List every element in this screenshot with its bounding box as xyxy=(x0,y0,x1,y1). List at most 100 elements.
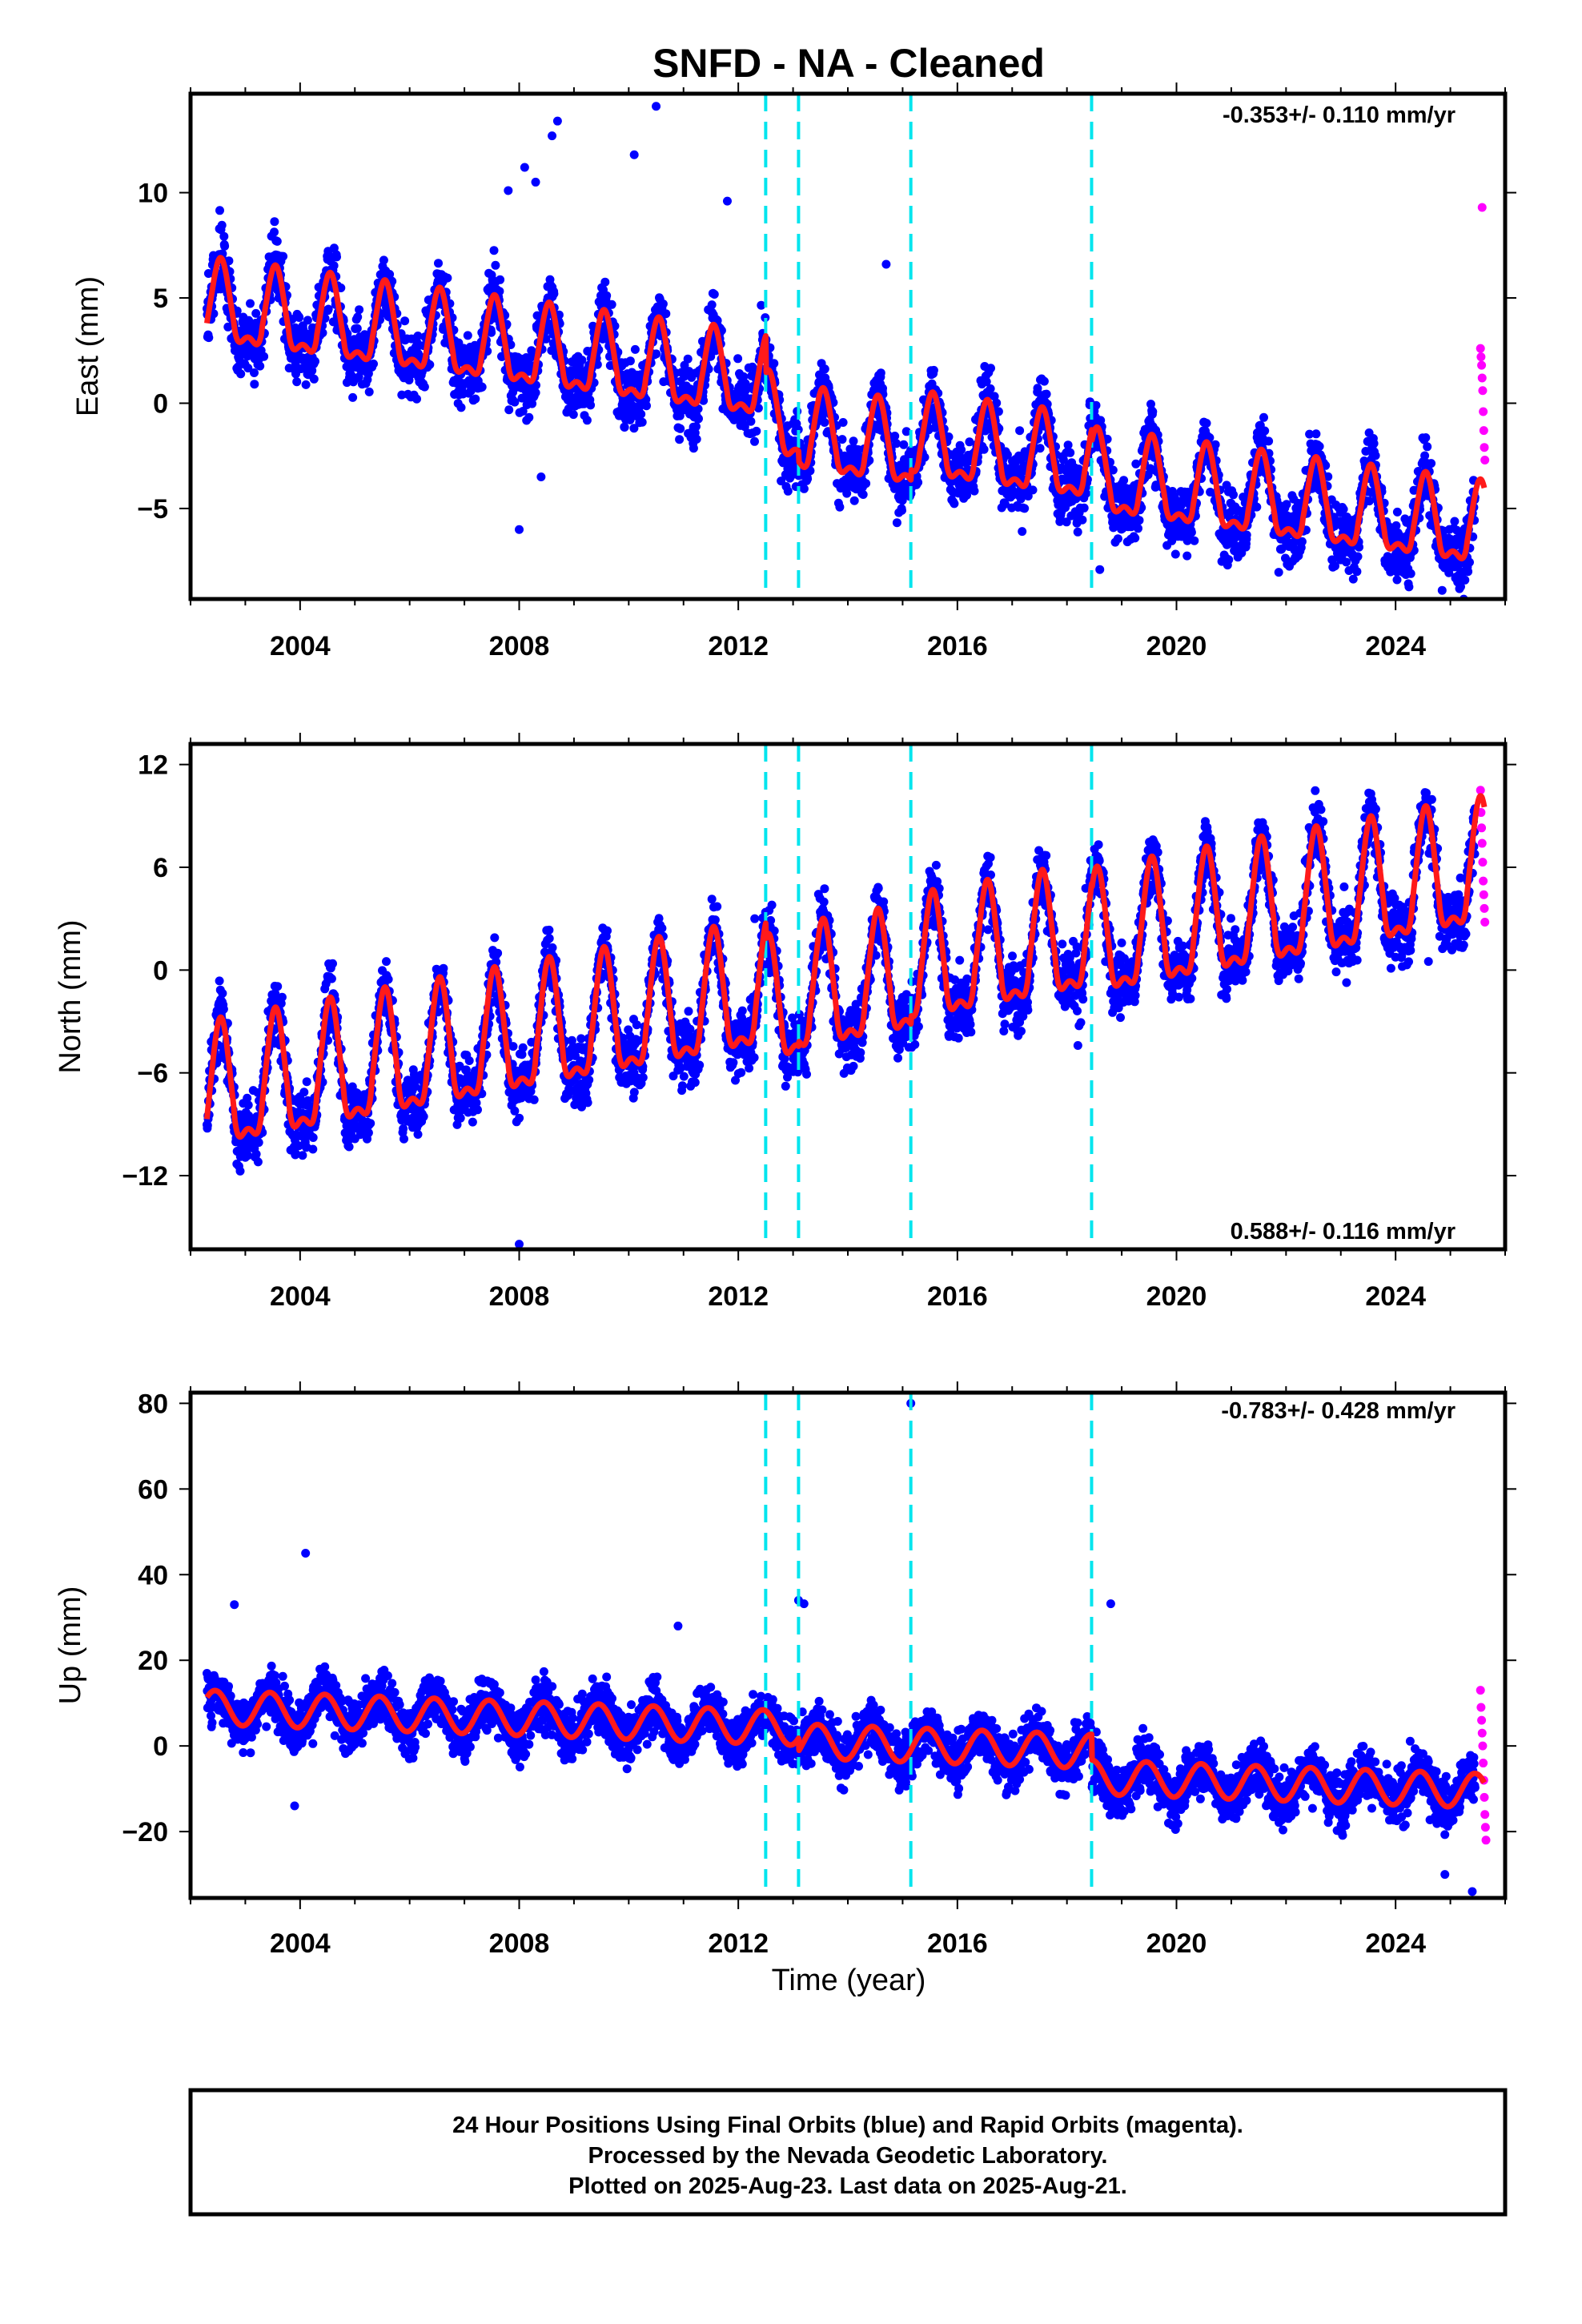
rapid-orbit-points xyxy=(1476,203,1490,464)
final-orbit-point xyxy=(1042,389,1051,399)
final-orbit-point xyxy=(295,313,304,322)
final-orbit-point xyxy=(1427,459,1436,468)
final-orbit-point xyxy=(1437,585,1447,595)
final-orbit-point xyxy=(308,1133,318,1142)
final-orbit-point xyxy=(366,1119,375,1128)
final-orbit-point xyxy=(986,364,995,373)
final-orbit-point xyxy=(1311,429,1321,439)
final-orbit-point xyxy=(636,409,646,419)
final-orbit-point xyxy=(994,407,1003,416)
final-orbit-point xyxy=(383,975,393,984)
final-orbit-point xyxy=(253,1157,263,1167)
final-orbit-point xyxy=(602,291,612,300)
final-orbit-point xyxy=(327,974,336,983)
final-orbit-point xyxy=(750,436,759,446)
final-orbit-point xyxy=(876,368,885,378)
final-orbit-point xyxy=(929,365,938,375)
final-orbit-point xyxy=(1242,530,1251,540)
final-orbit-point xyxy=(419,1112,428,1121)
final-orbit-point xyxy=(741,385,750,395)
final-orbit-point xyxy=(1078,515,1087,525)
final-orbit-point xyxy=(224,256,234,266)
final-orbit-point xyxy=(769,359,779,368)
final-orbit-point xyxy=(355,305,364,315)
final-orbit-point xyxy=(1392,575,1402,585)
final-orbit-point xyxy=(652,349,661,359)
final-orbit-point xyxy=(820,418,829,427)
final-orbit-point xyxy=(399,1124,408,1133)
outlier-point xyxy=(531,177,540,187)
final-orbit-point xyxy=(1039,376,1049,386)
final-orbit-point xyxy=(986,384,995,393)
velocity-rate-label: -0.353+/- 0.110 mm/yr xyxy=(1223,103,1456,128)
final-orbit-point xyxy=(733,354,743,364)
final-orbit-point xyxy=(360,330,369,340)
final-orbit-point xyxy=(1352,567,1362,577)
final-orbit-point xyxy=(369,359,378,368)
final-orbit-point xyxy=(1148,407,1158,416)
final-orbit-point xyxy=(250,380,259,389)
final-orbit-point xyxy=(524,412,534,422)
final-orbit-point xyxy=(496,275,505,284)
outlier-point xyxy=(504,186,513,195)
final-orbit-point xyxy=(897,505,906,515)
final-orbit-point xyxy=(777,476,786,486)
final-orbit-point xyxy=(683,354,693,364)
final-orbit-point xyxy=(443,273,452,283)
final-orbit-point xyxy=(630,344,640,354)
final-orbit-point xyxy=(1421,433,1431,442)
final-orbit-point xyxy=(463,331,472,340)
final-orbit-point xyxy=(620,423,629,432)
final-orbit-point xyxy=(920,452,930,462)
final-orbit-point xyxy=(739,372,749,381)
figure-title: SNFD - NA - Cleaned xyxy=(652,41,1045,86)
final-orbit-point xyxy=(858,490,868,499)
final-orbit-point xyxy=(348,392,358,402)
final-orbit-point xyxy=(236,369,246,379)
final-orbit-point xyxy=(892,439,901,448)
final-orbit-point xyxy=(1342,557,1351,567)
final-orbit-point xyxy=(1339,505,1348,514)
final-orbit-point xyxy=(740,422,749,432)
final-orbit-point xyxy=(1420,451,1430,460)
final-orbit-point xyxy=(1464,567,1473,577)
final-orbit-point xyxy=(1460,575,1470,585)
final-orbit-point xyxy=(783,486,793,496)
final-orbit-point xyxy=(518,407,528,416)
final-orbit-point xyxy=(332,252,341,262)
final-orbit-point xyxy=(1252,502,1262,512)
final-orbit-point xyxy=(250,368,259,377)
final-orbit-point xyxy=(259,352,269,361)
final-orbit-point xyxy=(299,1088,309,1097)
final-orbit-point xyxy=(1015,426,1025,436)
final-orbit-point xyxy=(353,312,363,322)
rapid-orbit-point xyxy=(1478,386,1488,396)
final-orbit-point xyxy=(1369,439,1379,448)
final-orbit-point xyxy=(291,358,300,368)
final-orbit-point xyxy=(1190,536,1199,545)
final-orbit-point xyxy=(504,405,514,415)
final-orbit-point xyxy=(1202,419,1211,428)
final-orbit-point xyxy=(1224,555,1234,565)
final-orbit-point xyxy=(586,400,596,410)
final-orbit-point xyxy=(251,1149,261,1159)
final-orbit-point xyxy=(675,435,685,444)
final-orbit-point xyxy=(1113,534,1122,544)
final-orbit-point xyxy=(243,1100,253,1110)
final-orbit-point xyxy=(1079,503,1089,513)
final-orbit-point xyxy=(489,246,499,255)
final-orbit-point xyxy=(803,474,813,484)
final-orbit-point xyxy=(799,484,809,493)
plot-area xyxy=(203,94,1490,599)
y-tick-label: 0 xyxy=(153,388,168,419)
final-orbit-point xyxy=(219,1004,228,1014)
final-orbit-point xyxy=(600,277,610,287)
final-orbit-point xyxy=(1423,442,1432,452)
final-orbit-point xyxy=(1063,440,1073,450)
final-orbit-point xyxy=(899,440,909,449)
final-orbit-point xyxy=(1315,441,1324,451)
final-orbit-point xyxy=(1229,490,1238,500)
plot-area xyxy=(203,744,1490,1249)
